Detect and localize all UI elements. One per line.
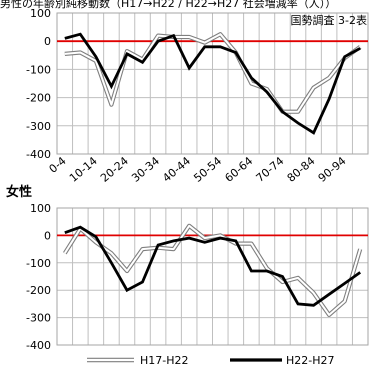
panel-0-ytick-label-2: -100 xyxy=(26,63,51,76)
panel-male: 1000-100-200-300-4000-410-1420-2430-3440… xyxy=(26,7,368,185)
panel-0-source-note: 国勢調査 3-2表 xyxy=(291,13,367,27)
legend: H17-H22 H22-H27 xyxy=(87,354,335,367)
legend-item-h22-h27: H22-H27 xyxy=(230,354,335,367)
panel-0-ytick-label-0: 100 xyxy=(30,7,51,20)
panel-0-xtick-label-1: 10-14 xyxy=(67,154,100,185)
panel-0-ytick-label-3: -200 xyxy=(26,92,51,105)
panel-1-ytick-label-3: -200 xyxy=(26,284,51,297)
panel-1-ytick-label-2: -100 xyxy=(26,257,51,270)
panel-1-ytick-label-0: 100 xyxy=(30,202,51,215)
panel-0-xtick-label-6: 60-64 xyxy=(222,154,255,185)
panel-1-label: 女性 xyxy=(6,184,32,200)
panel-0-ytick-label-5: -400 xyxy=(26,148,51,161)
panel-0-xtick-label-3: 30-34 xyxy=(129,154,162,185)
panel-1-ytick-label-4: -300 xyxy=(26,312,51,325)
panel-1-ytick-label-5: -400 xyxy=(26,339,51,352)
panel-0-ytick-label-4: -300 xyxy=(26,120,51,133)
panel-0-xtick-label-5: 50-54 xyxy=(191,154,224,185)
panel-0-xtick-label-8: 80-84 xyxy=(285,154,318,185)
panel-0-xtick-label-9: 90-94 xyxy=(316,154,349,185)
panel-0-ytick-label-1: 0 xyxy=(44,35,51,48)
panel-1-ytick-label-1: 0 xyxy=(44,229,51,242)
legend-item-h17-h22: H17-H22 xyxy=(87,354,189,367)
panel-0-xtick-label-2: 20-24 xyxy=(98,154,131,185)
panel-female: 100 0 -100 -200 -300 -400 女性 xyxy=(6,184,368,352)
legend-label-h22-h27: H22-H27 xyxy=(286,354,335,367)
panel-0-xtick-label-7: 70-74 xyxy=(254,154,287,185)
legend-label-h17-h22: H17-H22 xyxy=(140,354,189,367)
panel-0-xtick-label-4: 40-44 xyxy=(160,154,193,185)
